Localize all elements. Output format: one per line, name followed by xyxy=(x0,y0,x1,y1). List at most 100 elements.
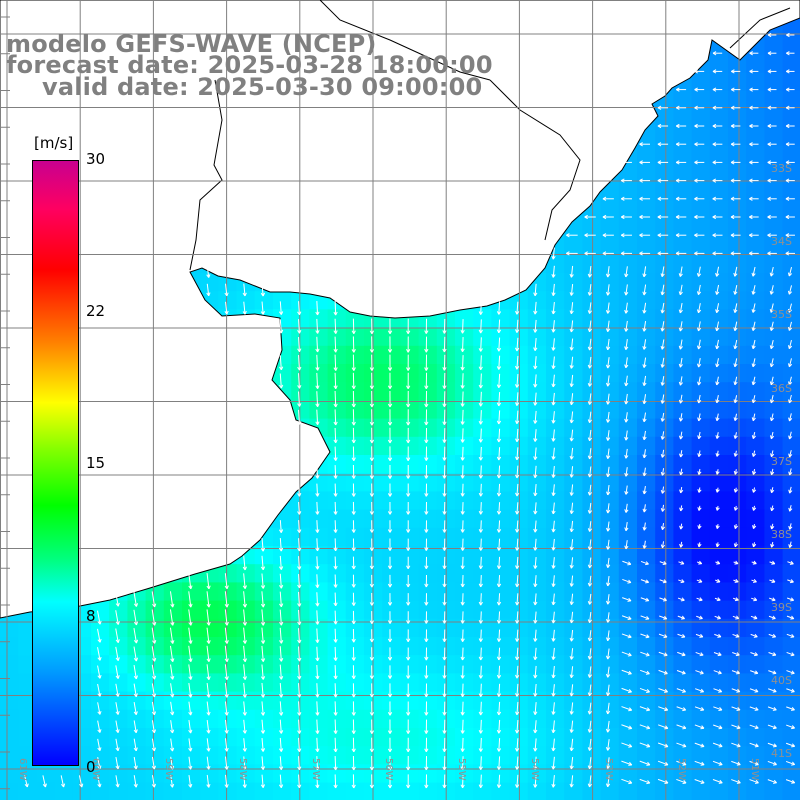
wind-arrow xyxy=(786,706,795,711)
wind-arrow xyxy=(188,627,193,644)
wind-arrow xyxy=(315,318,320,334)
wind-arrow xyxy=(697,358,702,368)
wind-arrow xyxy=(606,576,611,587)
colorbar-tick-0: 0 xyxy=(86,758,96,776)
wind-arrow xyxy=(260,756,266,770)
wind-arrow xyxy=(679,523,684,530)
wind-arrow xyxy=(605,266,611,278)
wind-arrow xyxy=(242,627,248,644)
wind-arrow xyxy=(694,178,705,183)
wind-arrow xyxy=(605,302,611,314)
wind-arrow xyxy=(333,409,338,426)
wind-arrow xyxy=(478,774,483,789)
wind-arrow xyxy=(642,357,647,368)
wind-arrow xyxy=(712,160,723,165)
wind-arrow xyxy=(278,520,284,533)
wind-arrow xyxy=(297,664,302,680)
wind-arrow xyxy=(188,591,193,608)
wind-arrow xyxy=(242,555,247,571)
wind-arrow xyxy=(151,627,157,644)
wind-arrow xyxy=(297,556,302,570)
wind-arrow xyxy=(496,629,502,642)
wind-arrow xyxy=(733,395,738,404)
wind-arrow xyxy=(406,372,411,390)
wind-arrow xyxy=(749,142,759,147)
wind-arrow xyxy=(424,756,429,771)
wind-arrow xyxy=(587,575,593,587)
wind-arrow xyxy=(660,376,665,386)
wind-arrow xyxy=(351,465,356,479)
wind-arrow xyxy=(769,303,774,313)
wind-arrow xyxy=(478,593,483,606)
wind-arrow xyxy=(770,523,775,530)
wind-arrow xyxy=(78,775,84,788)
wind-arrow xyxy=(333,701,338,716)
wind-arrow xyxy=(587,484,593,496)
wind-arrow xyxy=(369,483,374,497)
wind-arrow xyxy=(587,539,593,551)
wind-arrow xyxy=(769,321,774,331)
wind-arrow xyxy=(387,755,393,771)
wind-arrow xyxy=(788,431,793,440)
wind-arrow xyxy=(188,720,193,734)
wind-arrow xyxy=(642,266,647,278)
wind-arrow xyxy=(624,521,629,532)
wind-arrow xyxy=(715,505,720,511)
wind-arrow xyxy=(496,392,502,407)
wind-arrow xyxy=(786,597,795,602)
wind-arrow xyxy=(551,575,556,587)
wind-arrow xyxy=(406,665,411,679)
wind-arrow xyxy=(460,465,465,479)
wind-arrow xyxy=(749,123,759,129)
wind-arrow xyxy=(551,465,556,478)
wind-arrow xyxy=(660,266,665,278)
wind-arrow xyxy=(133,720,138,734)
wind-arrow xyxy=(731,760,741,766)
wind-arrow xyxy=(188,701,193,716)
wind-arrow xyxy=(751,395,756,404)
wind-arrow xyxy=(496,301,502,315)
wind-arrow xyxy=(224,627,229,644)
wind-arrow xyxy=(279,591,284,608)
wind-arrow xyxy=(242,283,247,297)
wind-arrow xyxy=(460,337,465,352)
wind-arrow xyxy=(785,233,795,238)
wind-arrow xyxy=(115,665,120,679)
wind-arrow xyxy=(788,468,793,476)
wind-arrow xyxy=(732,615,740,620)
wind-arrow xyxy=(621,778,633,785)
wind-arrow xyxy=(639,706,651,712)
wind-arrow xyxy=(730,123,741,129)
wind-arrow xyxy=(587,557,593,569)
wind-arrow xyxy=(731,706,741,711)
wind-arrow xyxy=(315,465,320,479)
wind-arrow xyxy=(786,651,795,657)
wind-arrow xyxy=(770,450,775,458)
wind-arrow xyxy=(315,592,320,607)
wind-arrow xyxy=(460,520,465,533)
wind-arrow xyxy=(478,446,483,461)
wind-arrow xyxy=(369,409,375,426)
wind-arrow xyxy=(767,142,777,147)
wind-arrow xyxy=(749,87,759,92)
wind-arrow xyxy=(697,468,702,475)
wind-arrow xyxy=(242,738,247,752)
wind-arrow xyxy=(785,87,795,92)
wind-arrow xyxy=(657,123,669,129)
wind-arrow xyxy=(658,688,668,693)
wind-arrow xyxy=(767,724,777,730)
wind-arrow xyxy=(569,484,574,496)
latitude-label: 37S xyxy=(771,455,792,468)
wind-arrow xyxy=(551,720,556,734)
wind-arrow xyxy=(569,447,574,460)
wind-arrow xyxy=(369,755,374,771)
wind-arrow xyxy=(678,394,684,404)
wind-arrow xyxy=(749,160,759,165)
wind-arrow xyxy=(712,69,723,74)
wind-arrow xyxy=(406,593,411,606)
wind-arrow xyxy=(97,775,102,788)
wind-arrow xyxy=(694,123,705,129)
wind-arrow xyxy=(695,651,704,657)
wind-arrow xyxy=(694,233,705,238)
